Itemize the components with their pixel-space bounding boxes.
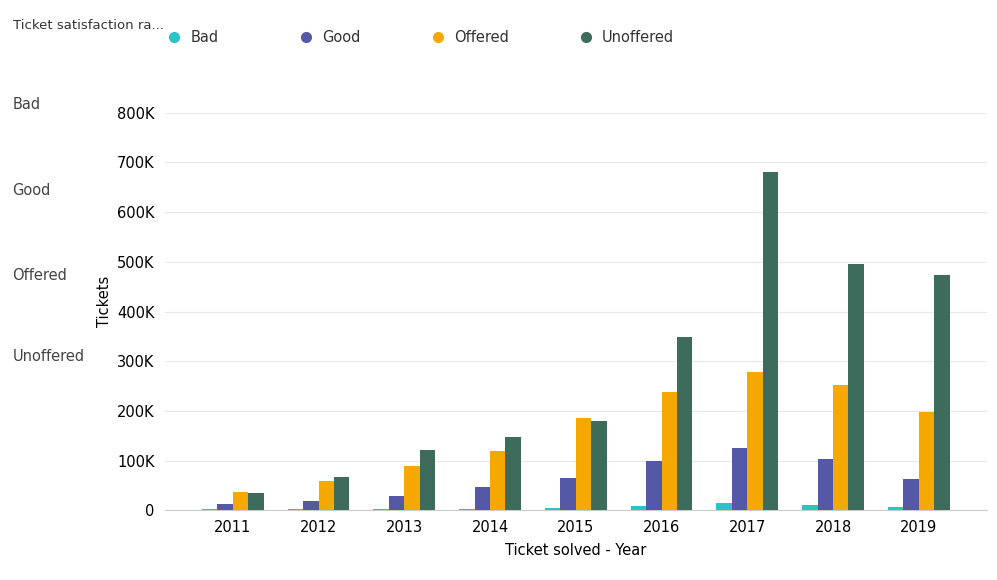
Bar [919, 412, 934, 510]
Text: Good: Good [13, 183, 51, 198]
Text: Bad: Bad [190, 30, 219, 45]
Bar [818, 459, 833, 510]
Text: Offered: Offered [13, 269, 68, 284]
Bar [662, 392, 677, 510]
Bar [545, 509, 560, 510]
Text: Ticket satisfaction ra...: Ticket satisfaction ra... [13, 19, 164, 32]
Bar [748, 372, 763, 510]
Bar [646, 461, 662, 510]
Bar [576, 418, 591, 510]
Bar [833, 385, 848, 510]
Bar [888, 507, 903, 510]
Bar [201, 509, 217, 510]
Text: Unoffered: Unoffered [13, 349, 85, 364]
Bar [903, 479, 919, 510]
Bar [803, 505, 818, 510]
Bar [404, 466, 420, 510]
Bar [303, 502, 318, 510]
Text: Good: Good [322, 30, 361, 45]
Text: Offered: Offered [454, 30, 508, 45]
Text: Unoffered: Unoffered [602, 30, 674, 45]
Bar [288, 509, 303, 510]
Bar [460, 509, 475, 510]
Y-axis label: Tickets: Tickets [97, 276, 112, 327]
Bar [591, 421, 606, 510]
Bar [560, 478, 576, 510]
Bar [420, 450, 435, 510]
Bar [217, 505, 232, 510]
Bar [717, 503, 732, 510]
Bar [490, 451, 505, 510]
Bar [475, 487, 490, 510]
Bar [934, 276, 950, 510]
Bar [505, 437, 520, 510]
Bar [334, 477, 349, 510]
Bar [232, 491, 248, 510]
Bar [389, 496, 404, 510]
Bar [248, 493, 263, 510]
X-axis label: Ticket solved - Year: Ticket solved - Year [505, 543, 646, 559]
Bar [631, 506, 646, 510]
Bar [677, 338, 692, 510]
Bar [763, 172, 778, 510]
Bar [732, 448, 748, 510]
Bar [848, 264, 863, 510]
Bar [374, 509, 389, 510]
Bar [318, 481, 334, 510]
Text: Bad: Bad [13, 97, 41, 112]
